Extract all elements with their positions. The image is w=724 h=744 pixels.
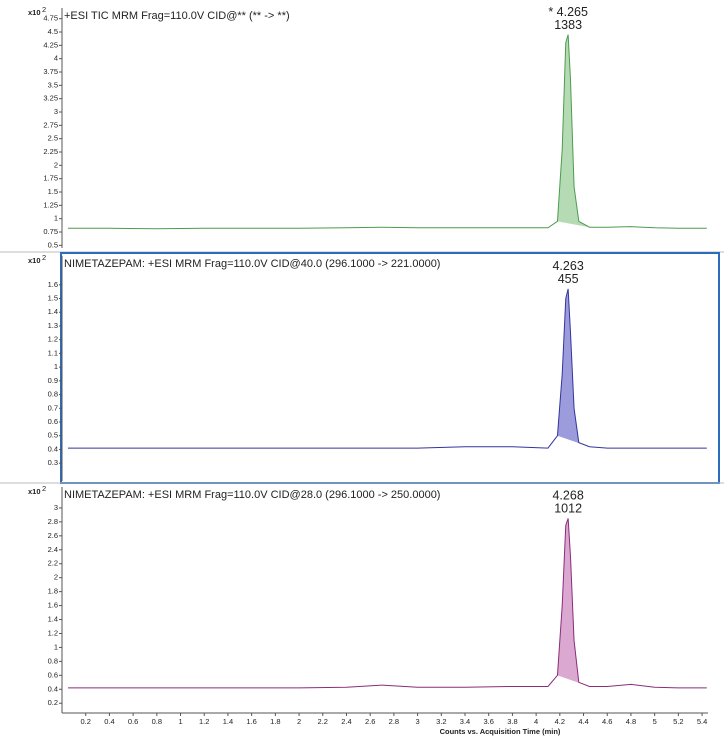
y-tick-label: 0.2 xyxy=(48,698,58,707)
panel-title: NIMETAZEPAM: +ESI MRM Frag=110.0V CID@40… xyxy=(64,258,440,270)
x-tick-label: 2.4 xyxy=(341,717,351,726)
peak-annotation: 455 xyxy=(558,272,579,286)
y-tick-label: 4.25 xyxy=(43,40,58,49)
y-tick-label: 1.2 xyxy=(48,628,58,637)
y-tick-label: 0.6 xyxy=(48,417,58,426)
peak-area xyxy=(557,34,590,228)
y-tick-label: 0.8 xyxy=(48,656,58,665)
y-tick-label: 0.8 xyxy=(48,390,58,399)
y-tick-label: 4.5 xyxy=(48,27,58,36)
x-tick-label: 3.4 xyxy=(460,717,470,726)
trace-line xyxy=(67,288,707,449)
x-tick-label: 0.4 xyxy=(104,717,114,726)
x-tick-label: 1.4 xyxy=(223,717,233,726)
y-tick-label: 2 xyxy=(54,160,58,169)
y-tick-label: 2.6 xyxy=(48,531,58,540)
x-tick-label: 4.8 xyxy=(626,717,636,726)
y-multiplier: x10 xyxy=(28,256,41,265)
y-tick-label: 3.25 xyxy=(43,94,58,103)
x-tick-label: 0.6 xyxy=(128,717,138,726)
y-tick-label: 2.75 xyxy=(43,120,58,129)
x-tick-label: 1.6 xyxy=(246,717,256,726)
x-tick-label: 1.8 xyxy=(270,717,280,726)
y-tick-label: 0.3 xyxy=(48,458,58,467)
y-tick-label: 1.4 xyxy=(48,307,58,316)
x-tick-label: 3 xyxy=(416,717,420,726)
y-tick-label: 0.4 xyxy=(48,684,58,693)
x-tick-label: 4.2 xyxy=(555,717,565,726)
x-tick-label: 1.2 xyxy=(199,717,209,726)
y-tick-label: 0.7 xyxy=(48,403,58,412)
y-tick-label: 2.25 xyxy=(43,147,58,156)
y-multiplier-exponent: 2 xyxy=(42,5,46,14)
y-tick-label: 3.5 xyxy=(48,80,58,89)
peak-annotation: 4.263 xyxy=(552,259,583,273)
x-tick-label: 4.6 xyxy=(602,717,612,726)
x-tick-label: 0.8 xyxy=(152,717,162,726)
y-tick-label: 1.25 xyxy=(43,200,58,209)
x-tick-label: 2.6 xyxy=(365,717,375,726)
x-tick-label: 4 xyxy=(534,717,538,726)
panel-title: +ESI TIC MRM Frag=110.0V CID@** (** -> *… xyxy=(64,10,290,22)
peak-area xyxy=(557,288,590,447)
peak-annotation: 4.268 xyxy=(552,489,583,503)
y-tick-label: 2.4 xyxy=(48,545,58,554)
y-tick-label: 0.75 xyxy=(43,227,58,236)
peak-annotation: 1012 xyxy=(554,502,582,516)
x-tick-label: 3.6 xyxy=(483,717,493,726)
y-tick-label: 1.5 xyxy=(48,294,58,303)
y-tick-label: 0.9 xyxy=(48,376,58,385)
trace-line xyxy=(67,34,707,230)
y-tick-label: 1 xyxy=(54,642,58,651)
y-tick-label: 1.75 xyxy=(43,174,58,183)
x-tick-label: 0.2 xyxy=(80,717,90,726)
peak-area xyxy=(557,518,590,687)
y-multiplier-exponent: 2 xyxy=(42,253,46,262)
y-tick-label: 1.8 xyxy=(48,587,58,596)
y-tick-label: 1.2 xyxy=(48,335,58,344)
y-tick-label: 1.6 xyxy=(48,280,58,289)
y-tick-label: 0.4 xyxy=(48,444,58,453)
y-tick-label: 0.6 xyxy=(48,670,58,679)
y-tick-label: 1 xyxy=(54,214,58,223)
y-tick-label: 1 xyxy=(54,362,58,371)
y-multiplier-exponent: 2 xyxy=(42,484,46,493)
y-tick-label: 4.75 xyxy=(43,14,58,23)
y-tick-label: 4 xyxy=(54,54,58,63)
y-tick-label: 1.4 xyxy=(48,615,58,624)
y-tick-label: 1.1 xyxy=(48,348,58,357)
x-tick-label: 2.2 xyxy=(318,717,328,726)
y-tick-label: 3 xyxy=(54,503,58,512)
peak-annotation: 1383 xyxy=(554,18,582,32)
y-multiplier: x10 xyxy=(28,487,41,496)
y-tick-label: 1.3 xyxy=(48,321,58,330)
y-tick-label: 1.5 xyxy=(48,187,58,196)
y-multiplier: x10 xyxy=(28,8,41,17)
x-tick-label: 4.4 xyxy=(578,717,588,726)
peak-annotation: * 4.265 xyxy=(548,5,588,19)
y-tick-label: 2.8 xyxy=(48,517,58,526)
x-tick-label: 5 xyxy=(653,717,657,726)
y-tick-label: 2.5 xyxy=(48,134,58,143)
panel-title: NIMETAZEPAM: +ESI MRM Frag=110.0V CID@28… xyxy=(64,489,440,501)
x-tick-label: 1 xyxy=(178,717,182,726)
x-axis-label: Counts vs. Acquisition Time (min) xyxy=(440,727,561,736)
x-tick-label: 5.4 xyxy=(697,717,707,726)
x-tick-label: 2.8 xyxy=(389,717,399,726)
trace-line xyxy=(67,518,707,689)
y-tick-label: 3 xyxy=(54,107,58,116)
x-tick-label: 3.2 xyxy=(436,717,446,726)
y-tick-label: 3.75 xyxy=(43,67,58,76)
y-tick-label: 1.6 xyxy=(48,601,58,610)
y-tick-label: 2 xyxy=(54,573,58,582)
y-tick-label: 2.2 xyxy=(48,559,58,568)
y-tick-label: 0.5 xyxy=(48,240,58,249)
x-tick-label: 2 xyxy=(297,717,301,726)
x-tick-label: 5.2 xyxy=(673,717,683,726)
y-tick-label: 0.5 xyxy=(48,431,58,440)
x-tick-label: 3.8 xyxy=(507,717,517,726)
